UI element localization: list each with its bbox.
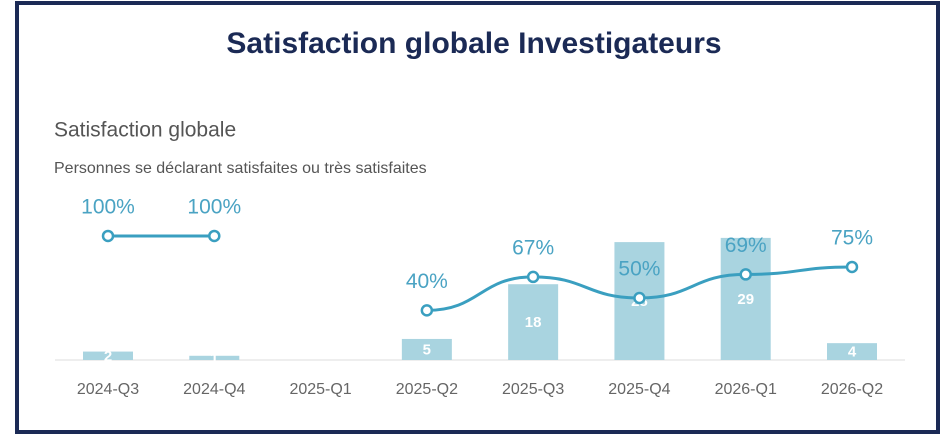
frame [15,1,940,434]
line-point [633,291,646,305]
x-tick-label: 2026-Q2 [821,381,883,398]
line-point [420,304,434,317]
bar-label: 29 [737,291,754,308]
bar [401,338,452,360]
chart-subtitle: Personnes se déclarant satisfaites ou tr… [54,160,427,177]
chart-title: Satisfaction globale [54,119,236,142]
x-tick-label: 2025-Q2 [396,381,458,398]
line-point [739,268,752,281]
point-label: 100% [81,196,135,219]
bar-label: 2 [104,348,112,365]
line-point [101,229,115,243]
x-tick-label: 2024-Q4 [183,381,245,398]
x-tick-label: 2024-Q3 [77,381,139,398]
bar [189,355,240,360]
x-tick-label: 2025-Q1 [289,381,351,398]
point-label: 67% [512,236,554,259]
page-title: Satisfaction globale Investigateurs [226,27,721,60]
bar [827,343,877,360]
bar [508,284,559,360]
point-label: 75% [831,227,873,250]
point-label: 50% [618,258,660,281]
x-tick-label: 2025-Q4 [608,381,670,398]
line-point [845,260,859,274]
bar [720,237,771,360]
point-label: 40% [406,270,448,293]
x-tick-label: 2026-Q1 [715,381,777,398]
point-label: 100% [187,196,241,219]
line-point [208,229,221,243]
point-label: 69% [725,234,767,257]
bar-label: 1 [210,350,218,367]
bar-label: 18 [525,314,542,331]
bar [83,351,133,360]
bar-label: 5 [423,341,431,358]
x-tick-label: 2025-Q3 [502,381,564,398]
bar-label: 4 [848,344,857,361]
line-point [526,270,540,284]
